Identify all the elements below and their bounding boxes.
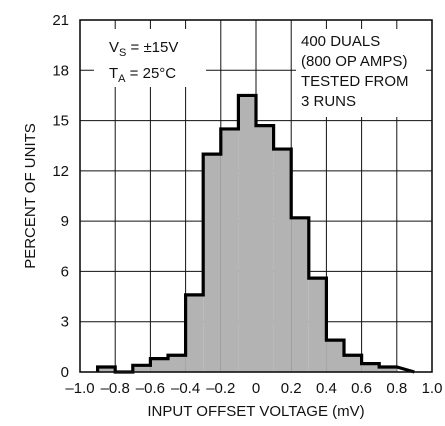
sample-annotation-line-4: 3 RUNS xyxy=(301,93,356,110)
histogram-bar xyxy=(256,125,274,372)
y-tick-label: 18 xyxy=(52,62,69,79)
plot-frame xyxy=(79,19,433,373)
x-tick-label: 0.6 xyxy=(351,380,372,397)
y-tick-label: 6 xyxy=(61,263,69,280)
x-tick-label: –1.0 xyxy=(65,380,94,397)
y-axis-title: PERCENT OF UNITS xyxy=(22,123,39,269)
sample-annotation-line-2: (800 OP AMPS) xyxy=(301,53,407,70)
x-tick-label: 0.8 xyxy=(386,380,407,397)
supply-voltage-annotation: VS = ±15V xyxy=(109,39,178,59)
conditions-annotation-background xyxy=(94,29,206,87)
ambient-temperature-annotation: TA = 25°C xyxy=(109,65,176,85)
histogram-bar xyxy=(150,358,168,372)
x-tick-label: –0.4 xyxy=(171,380,200,397)
y-tick-label: 0 xyxy=(61,364,69,381)
histogram-bar xyxy=(326,340,344,372)
y-tick-label: 15 xyxy=(52,113,69,130)
histogram-bar xyxy=(273,149,292,372)
sample-annotation-background xyxy=(296,29,426,117)
histogram-outline xyxy=(96,93,415,374)
x-tick-label: 0.4 xyxy=(316,380,337,397)
histogram-bar xyxy=(238,95,256,372)
histogram-bar xyxy=(185,294,204,372)
annotations: VS = ±15V TA = 25°C 400 DUALS (800 OP AM… xyxy=(94,29,426,117)
y-tick-label: 9 xyxy=(61,213,69,230)
y-tick-label: 3 xyxy=(61,314,69,331)
histogram-bar xyxy=(308,278,327,372)
x-tick-label: 0 xyxy=(252,380,260,397)
histogram-bar xyxy=(220,128,239,372)
x-tick-label: –0.6 xyxy=(136,380,165,397)
tick-labels: –1.0 –0.8 –0.6 –0.4 –0.2 0 0.2 0.4 0.6 0.8 1.0 0 3 6 9… xyxy=(52,12,442,397)
y-tick-label: 12 xyxy=(52,163,69,180)
histogram-bars xyxy=(96,93,415,374)
histogram-bar xyxy=(379,366,397,372)
histogram-bar xyxy=(97,366,116,372)
histogram-bar xyxy=(203,154,221,372)
histogram-bar xyxy=(291,217,309,372)
histogram-bar xyxy=(168,355,186,372)
histogram-bar xyxy=(344,355,362,372)
x-tick-label: 1.0 xyxy=(422,380,443,397)
histogram-bar xyxy=(361,363,380,372)
x-tick-label: –0.8 xyxy=(101,380,130,397)
histogram-bar xyxy=(132,365,151,372)
y-tick-label: 21 xyxy=(52,12,69,29)
x-axis-title: INPUT OFFSET VOLTAGE (mV) xyxy=(147,403,364,420)
sample-annotation-line-1: 400 DUALS xyxy=(301,33,380,50)
sample-annotation-line-3: TESTED FROM xyxy=(301,73,409,90)
x-tick-label: –0.2 xyxy=(206,380,235,397)
x-tick-label: 0.2 xyxy=(281,380,302,397)
